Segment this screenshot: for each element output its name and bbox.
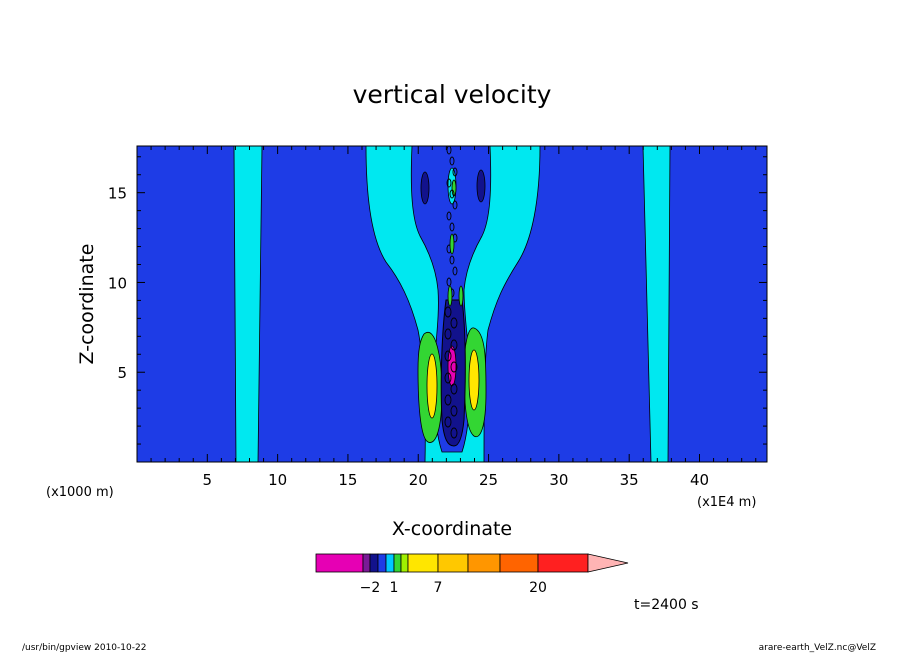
core-contour (444, 350, 452, 362)
colorbar-segment (407, 553, 439, 573)
x-tick-label: 20 (409, 471, 428, 489)
x-tick-label: 35 (620, 471, 639, 489)
footer-right: arare-earth_VelZ.nc@VelZ (759, 643, 876, 653)
colorbar-segment (362, 553, 371, 573)
colorbar-tick-label: 1 (390, 580, 399, 596)
core-contour (450, 361, 458, 373)
band-left (233, 145, 263, 463)
x-unit-left: (x1000 m) (46, 485, 114, 500)
core-contour (444, 306, 452, 318)
y-tick-label: 15 (108, 185, 127, 203)
thin-column-contour (452, 167, 458, 177)
core-contour (450, 405, 458, 417)
core-contour (450, 339, 458, 351)
axis-ticks: 5 10 15 20 25 30 35 40 5 10 15 (108, 146, 767, 489)
magenta-cell (447, 345, 457, 387)
thin-column-contour (449, 189, 455, 199)
y-tick-label: 10 (108, 274, 127, 292)
colorbar-segment (377, 553, 387, 573)
thin-column-contour (449, 222, 455, 232)
core-contour (444, 394, 452, 406)
thin-column-contour (452, 200, 458, 210)
downdraft-pocket-left (420, 171, 430, 205)
colorbar-tick-label: 7 (434, 580, 443, 596)
thin-column-contour (446, 178, 452, 188)
thin-column-contour (449, 255, 455, 265)
downdraft-pocket-right (476, 169, 486, 203)
colorbar-segment (437, 553, 469, 573)
y-axis-label: Z-coordinate (76, 244, 98, 365)
colorbar: −2 1 7 20 (315, 553, 629, 596)
yellow-cell-left (426, 353, 438, 419)
velocity-field (137, 145, 767, 463)
x-tick-label: 5 (203, 471, 213, 489)
colorbar-segment (393, 553, 402, 573)
thin-column-contour (446, 211, 452, 221)
x-tick-label: 40 (690, 471, 709, 489)
core-contour (450, 427, 458, 439)
footer-left: /usr/bin/gpview 2010-10-22 (22, 643, 146, 653)
chart-title: vertical velocity (353, 80, 552, 109)
plot-frame (136, 145, 768, 463)
x-tick-label: 15 (338, 471, 357, 489)
x-tick-label: 25 (479, 471, 498, 489)
yellow-cell-right (468, 349, 480, 411)
colorbar-extend-arrow (587, 553, 629, 573)
colorbar-segment (400, 553, 409, 573)
colorbar-segment (369, 553, 379, 573)
mid-green-cell-3 (458, 285, 464, 307)
core-contour (444, 416, 452, 428)
colorbar-segment (499, 553, 539, 573)
x-axis-label: X-coordinate (392, 518, 512, 540)
thin-column-contour (449, 156, 455, 166)
colorbar-tick-label: 20 (529, 580, 547, 596)
colorbar-segment (385, 553, 395, 573)
thin-column-contour (446, 277, 452, 287)
colorbar-segment (467, 553, 501, 573)
core-contour (450, 317, 458, 329)
x-unit-right: (x1E4 m) (697, 495, 756, 510)
colorbar-segment (315, 553, 364, 573)
core-contour (450, 383, 458, 395)
y-tick-label: 5 (117, 364, 127, 382)
colorbar-segment (537, 553, 589, 573)
x-tick-label: 10 (268, 471, 287, 489)
core-contour (444, 328, 452, 340)
mid-green-cell (449, 233, 455, 255)
core-contour (444, 372, 452, 384)
colorbar-tick-label: −2 (360, 580, 381, 596)
x-tick-label: 30 (549, 471, 568, 489)
mid-green-cell-2 (447, 285, 453, 307)
time-label: t=2400 s (634, 597, 699, 613)
thin-column-contour (452, 266, 458, 276)
